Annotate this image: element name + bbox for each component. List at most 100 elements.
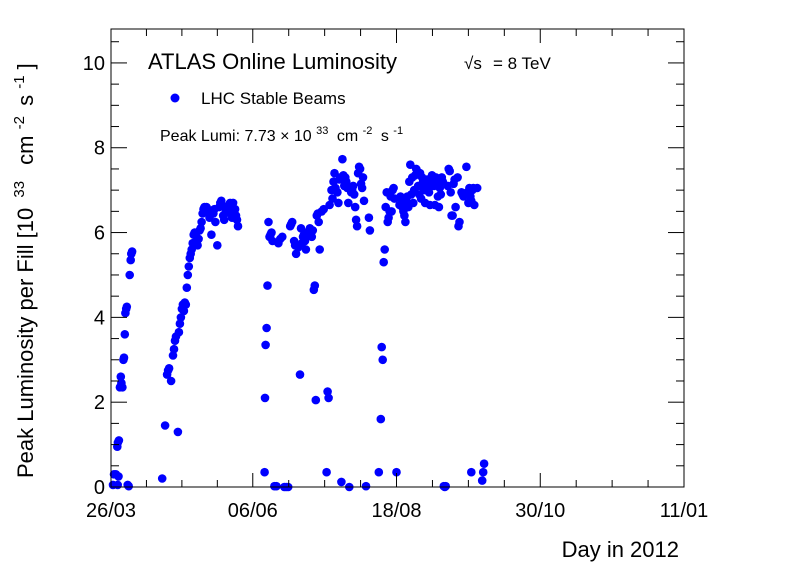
data-point-23 <box>127 247 137 256</box>
data-point-167 <box>352 221 362 231</box>
data-point-24 <box>157 474 167 483</box>
data-point-70 <box>211 217 220 227</box>
data-point-131 <box>310 281 320 290</box>
y-axis-title-cm: cm <box>13 136 38 165</box>
data-point-270 <box>479 459 489 469</box>
data-point-200 <box>400 211 409 220</box>
data-point-164 <box>349 190 359 199</box>
data-point-96 <box>263 281 272 290</box>
data-points <box>108 154 489 492</box>
data-point-141 <box>324 393 333 403</box>
data-point-266 <box>470 200 479 210</box>
data-point-28 <box>164 364 174 373</box>
data-point-142 <box>325 200 334 210</box>
peak-lumi-times: × <box>280 128 289 145</box>
data-point-25 <box>160 421 170 430</box>
data-point-88 <box>230 204 240 214</box>
y-axis-title-s-exp: -1 <box>11 75 28 88</box>
data-point-36 <box>175 319 185 329</box>
plot-frame <box>110 28 685 488</box>
data-point-11 <box>118 383 127 392</box>
peak-lumi-exponent: 33 <box>316 125 328 137</box>
data-point-55 <box>194 234 203 244</box>
energy-label: = 8 TeV <box>493 54 551 73</box>
data-point-258 <box>462 162 471 172</box>
data-point-20 <box>125 270 134 280</box>
data-point-118 <box>296 224 306 233</box>
data-point-182 <box>379 257 389 267</box>
x-tick-label: 26/03 <box>86 500 136 522</box>
data-point-128 <box>307 232 317 242</box>
y-axis-title-exp: 33 <box>11 181 28 198</box>
axes <box>110 29 685 488</box>
y-axis-title-main: Peak Luminosity per Fill [10 <box>13 208 38 478</box>
data-point-94 <box>261 340 270 350</box>
data-point-163 <box>348 181 358 191</box>
data-point-159 <box>344 198 353 208</box>
data-point-103 <box>272 481 281 491</box>
data-point-31 <box>169 344 179 354</box>
data-point-173 <box>358 173 368 182</box>
data-point-157 <box>342 177 351 186</box>
data-point-35 <box>174 327 184 337</box>
data-point-14 <box>120 330 130 339</box>
legend-marker <box>170 93 180 103</box>
legend-label: LHC Stable Beams <box>201 89 346 108</box>
data-point-93 <box>260 393 270 403</box>
y-tick-label: 4 <box>94 307 105 329</box>
data-point-179 <box>376 414 386 424</box>
peak-lumi-prefix: Peak Lumi: 7.73 <box>160 128 276 145</box>
data-point-45 <box>184 262 194 271</box>
data-point-254 <box>455 217 464 227</box>
data-point-152 <box>337 477 346 487</box>
data-point-192 <box>389 183 398 193</box>
y-axis-title-close: ] <box>13 63 38 69</box>
data-point-246 <box>446 188 456 197</box>
x-axis-title: Day in 2012 <box>562 537 679 562</box>
data-point-176 <box>364 213 374 222</box>
chart-title: ATLAS Online Luminosity <box>148 49 397 74</box>
data-point-178 <box>374 467 384 477</box>
data-point-37 <box>176 313 186 322</box>
data-point-42 <box>181 300 191 309</box>
data-point-268 <box>477 476 487 485</box>
y-tick-label: 8 <box>94 138 105 160</box>
data-point-166 <box>351 215 361 225</box>
data-point-129 <box>308 226 318 235</box>
peak-lumi-s: s <box>381 128 389 145</box>
data-point-13 <box>119 353 129 363</box>
data-point-6 <box>114 472 123 481</box>
data-point-91 <box>233 221 243 231</box>
y-axis-title-cm-exp: -2 <box>11 116 28 129</box>
data-point-194 <box>392 467 401 477</box>
data-point-172 <box>357 183 367 193</box>
data-point-92 <box>260 467 269 477</box>
data-point-136 <box>315 245 325 254</box>
y-axis-title-s: s <box>13 95 38 106</box>
data-point-181 <box>378 355 388 365</box>
data-point-95 <box>262 323 271 333</box>
data-point-57 <box>196 224 205 233</box>
data-point-19 <box>124 481 133 491</box>
data-point-100 <box>267 228 276 237</box>
x-tick-label: 30/10 <box>515 500 565 522</box>
data-point-30 <box>168 351 178 360</box>
data-point-225 <box>424 188 434 197</box>
data-point-5 <box>114 436 124 445</box>
y-axis-title: Peak Luminosity per Fill [10 33 cm -2 s … <box>4 63 38 478</box>
data-point-267 <box>467 467 476 477</box>
data-point-177 <box>365 226 375 235</box>
data-point-97 <box>264 217 273 227</box>
data-point-117 <box>295 370 305 379</box>
data-point-165 <box>350 202 360 212</box>
data-point-135 <box>314 217 324 227</box>
y-tick-label: 2 <box>94 392 105 414</box>
data-point-153 <box>338 154 347 164</box>
data-point-77 <box>219 215 229 225</box>
data-point-112 <box>287 217 297 227</box>
data-point-7 <box>113 480 122 490</box>
data-point-9 <box>116 372 126 382</box>
data-point-123 <box>301 245 311 254</box>
